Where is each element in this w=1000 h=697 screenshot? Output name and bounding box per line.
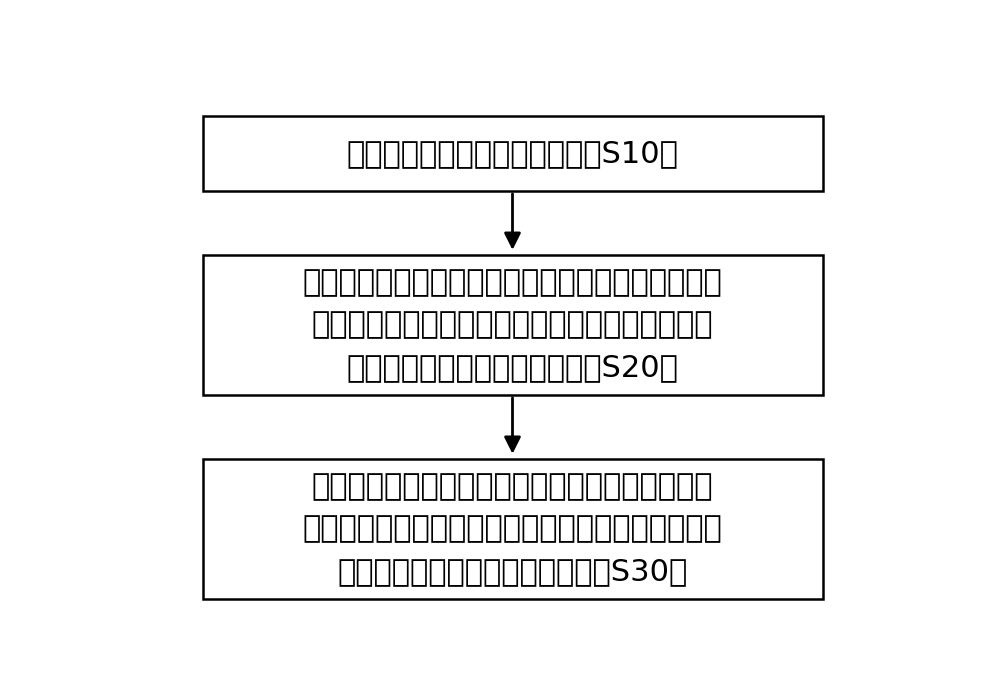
FancyBboxPatch shape [202, 116, 822, 191]
FancyBboxPatch shape [202, 255, 822, 395]
Text: 基于获取的运行数据，确定所述风力发电机组的振动
信号在叶轮的一倍旋转频率下的能量幅値及在叶轮
的三倍旋转频率下的能量幅値（S20）: 基于获取的运行数据，确定所述风力发电机组的振动 信号在叶轮的一倍旋转频率下的能量… [303, 268, 722, 383]
FancyBboxPatch shape [202, 459, 822, 599]
Text: 获取风力发电机组的运行数据（S10）: 获取风力发电机组的运行数据（S10） [347, 139, 678, 168]
Text: 基于确定的在叶轮的一倍旋转频率及三倍旋转频率
下的能量幅値，利用预先建立的特定数学模型来确定
叶片当前的桨距角绝对偏差角度（S30）: 基于确定的在叶轮的一倍旋转频率及三倍旋转频率 下的能量幅値，利用预先建立的特定数… [303, 472, 722, 586]
